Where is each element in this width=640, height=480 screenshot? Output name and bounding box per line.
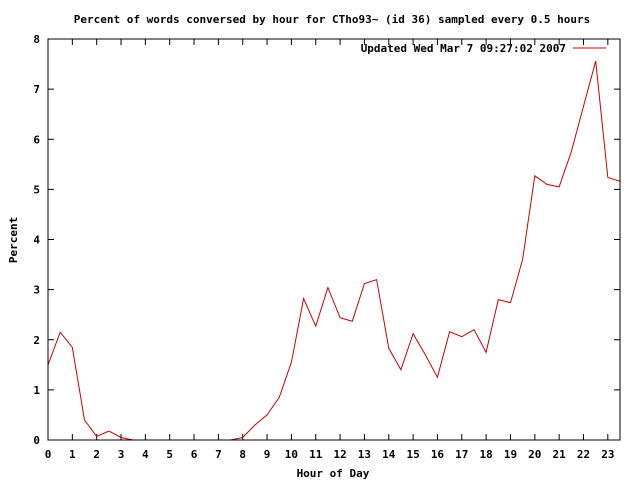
legend-label: Updated Wed Mar 7 09:27:02 2007 xyxy=(361,42,566,55)
y-tick-label: 4 xyxy=(33,234,40,247)
y-tick-label: 8 xyxy=(33,33,40,46)
x-tick-label: 9 xyxy=(264,448,271,461)
y-axis-label: Percent xyxy=(7,217,20,263)
y-tick-label: 5 xyxy=(33,183,40,196)
x-tick-label: 23 xyxy=(601,448,614,461)
series-line-0 xyxy=(47,60,621,441)
y-tick-label: 2 xyxy=(33,334,40,347)
plot-frame xyxy=(47,38,621,441)
x-tick-label: 6 xyxy=(191,448,198,461)
x-tick-label: 3 xyxy=(118,448,125,461)
x-tick-label: 18 xyxy=(480,448,493,461)
x-tick-label: 22 xyxy=(577,448,590,461)
y-tick-label: 0 xyxy=(33,434,40,447)
x-tick-label: 14 xyxy=(382,448,396,461)
x-tick-label: 7 xyxy=(215,448,222,461)
x-tick-label: 11 xyxy=(309,448,323,461)
y-tick-label: 3 xyxy=(33,284,40,297)
x-axis-label: Hour of Day xyxy=(297,467,370,480)
x-tick-label: 15 xyxy=(406,448,419,461)
x-tick-label: 20 xyxy=(528,448,541,461)
y-tick-label: 7 xyxy=(33,83,40,96)
legend: Updated Wed Mar 7 09:27:02 2007 xyxy=(361,42,606,55)
x-tick-label: 13 xyxy=(358,448,371,461)
chart-title: Percent of words conversed by hour for C… xyxy=(74,13,591,26)
y-tick-label: 1 xyxy=(33,384,40,397)
x-tick-label: 17 xyxy=(455,448,468,461)
x-tick-label: 2 xyxy=(93,448,100,461)
x-tick-label: 0 xyxy=(45,448,52,461)
x-tick-label: 19 xyxy=(504,448,517,461)
x-tick-label: 8 xyxy=(239,448,246,461)
x-tick-label: 5 xyxy=(166,448,173,461)
x-tick-label: 1 xyxy=(69,448,76,461)
x-tick-label: 12 xyxy=(333,448,346,461)
x-tick-label: 10 xyxy=(285,448,298,461)
y-tick-label: 6 xyxy=(33,133,40,146)
x-tick-label: 4 xyxy=(142,448,149,461)
series-layer xyxy=(47,60,621,441)
x-tick-label: 16 xyxy=(431,448,445,461)
x-tick-label: 21 xyxy=(553,448,567,461)
